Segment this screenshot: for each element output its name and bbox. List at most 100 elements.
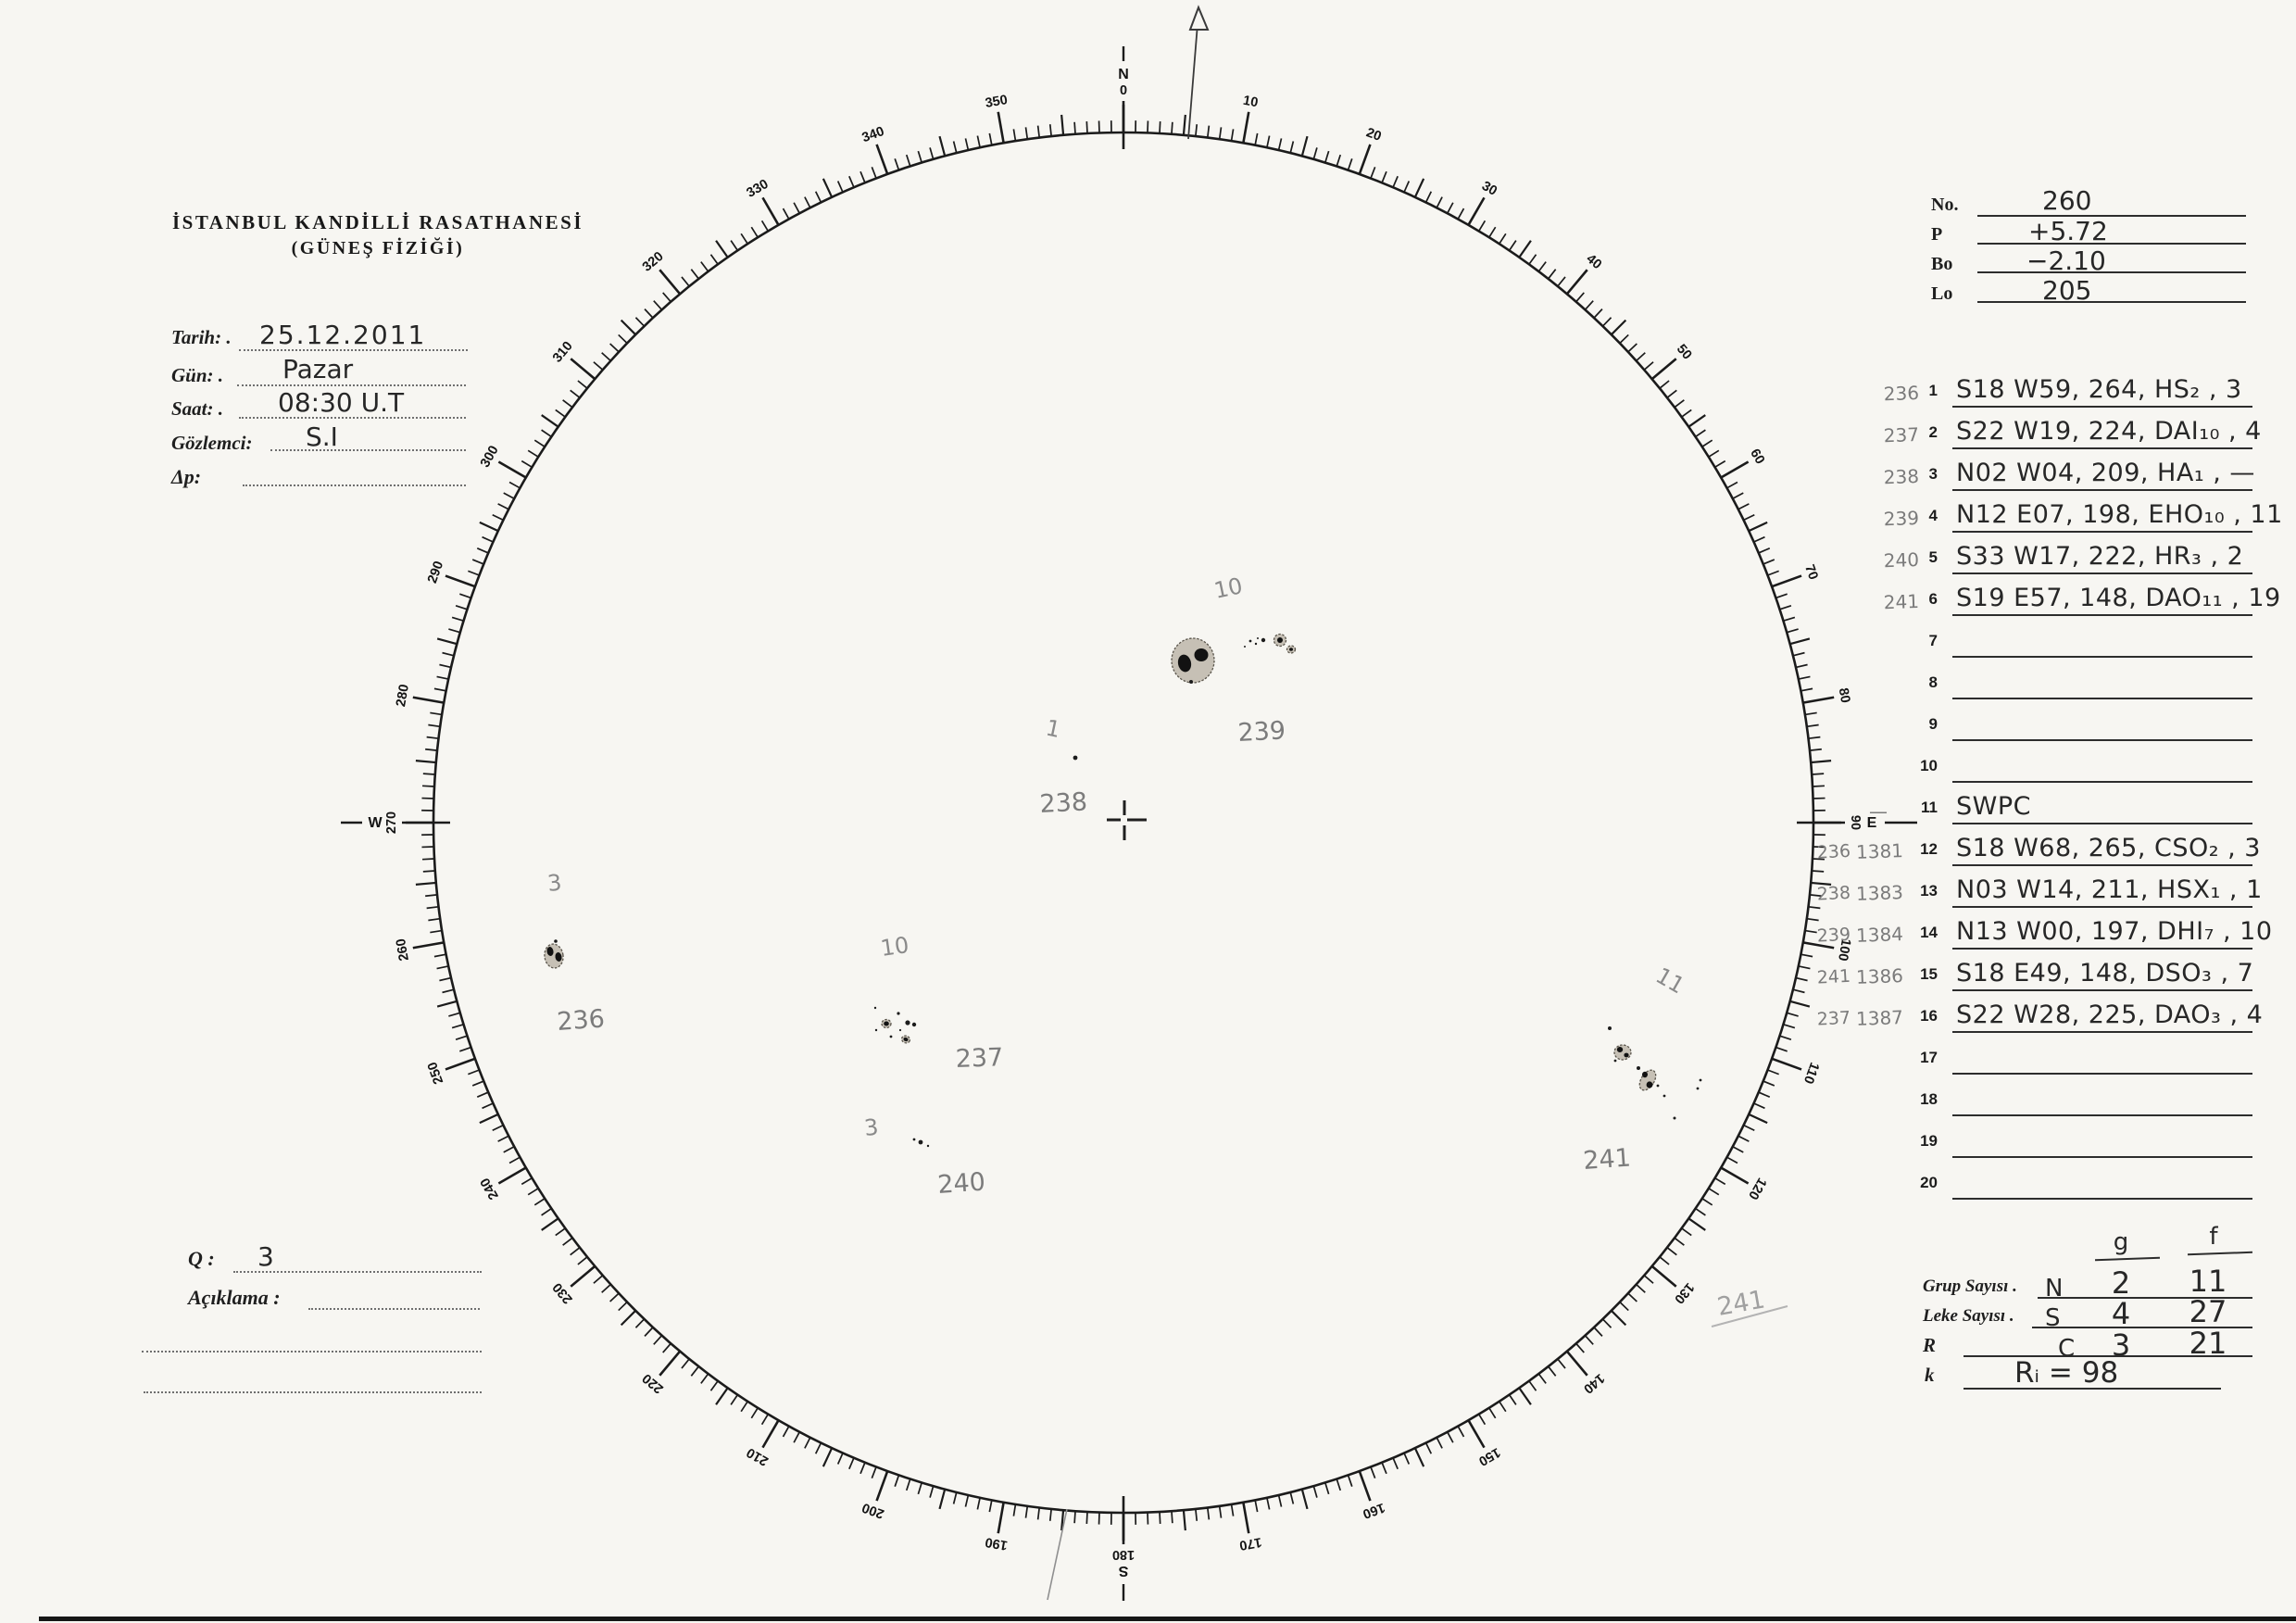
entry-row-number: 11 bbox=[1921, 799, 1938, 816]
degree-tick bbox=[468, 570, 480, 576]
degree-tick bbox=[455, 604, 468, 610]
degree-tick bbox=[1808, 905, 1821, 910]
entry-row-line bbox=[1952, 948, 2252, 950]
degree-tick bbox=[1743, 1124, 1755, 1132]
summary-k-formula: Rᵢ = 98 bbox=[2014, 1356, 2119, 1390]
entry-row-line bbox=[1952, 447, 2252, 449]
degree-tick bbox=[822, 178, 834, 198]
entry-row-number: 14 bbox=[1920, 924, 1938, 941]
degree-tick bbox=[905, 154, 911, 167]
stray-pencil-underline bbox=[1711, 1305, 1788, 1327]
degree-tick bbox=[1611, 1310, 1627, 1327]
degree-tick bbox=[730, 240, 739, 251]
entry-row-line bbox=[1952, 864, 2252, 866]
degree-tick bbox=[836, 181, 844, 193]
degree-tick bbox=[1732, 492, 1744, 499]
group-spot-count: 3 bbox=[546, 870, 563, 897]
degree-tick bbox=[1242, 1502, 1250, 1534]
entry-row-line bbox=[1952, 739, 2252, 741]
entry-row-number: 4 bbox=[1928, 507, 1938, 524]
sunspot-umbra bbox=[1277, 637, 1283, 643]
observatory-title: İSTANBUL KANDİLLİ RASATHANESİ bbox=[172, 211, 583, 233]
degree-tick bbox=[451, 616, 464, 622]
degree-tick bbox=[1381, 1462, 1387, 1475]
degree-label: 290 bbox=[425, 560, 446, 585]
sunspot-dot bbox=[1254, 642, 1258, 646]
degree-tick bbox=[1289, 1491, 1295, 1504]
degree-tick bbox=[1695, 429, 1706, 438]
degree-tick bbox=[448, 628, 461, 634]
degree-tick bbox=[1403, 1453, 1411, 1465]
degree-tick bbox=[964, 138, 970, 151]
note-line-1 bbox=[308, 1308, 480, 1310]
entry-row-number: 20 bbox=[1920, 1174, 1938, 1191]
degree-tick bbox=[609, 343, 620, 353]
degree-tick bbox=[1758, 547, 1771, 554]
degree-tick bbox=[1666, 1246, 1677, 1256]
degree-tick bbox=[570, 358, 596, 381]
summary-letter-n: N bbox=[2045, 1275, 2064, 1302]
degree-tick bbox=[1792, 988, 1805, 994]
degree-tick bbox=[1627, 343, 1637, 353]
degree-tick bbox=[412, 941, 445, 950]
degree-label: 90 bbox=[1848, 815, 1863, 830]
degree-label: 110 bbox=[1800, 1060, 1822, 1085]
entry-row-number: 10 bbox=[1920, 757, 1938, 774]
entry-row-line bbox=[1952, 906, 2252, 908]
degree-tick bbox=[1806, 917, 1819, 922]
degree-tick bbox=[1547, 1365, 1557, 1377]
degree-tick bbox=[715, 1387, 729, 1405]
degree-tick bbox=[503, 1146, 515, 1153]
field-label-gozlemci: Gözlemci: bbox=[171, 432, 253, 454]
cardinal-label: S bbox=[1118, 1563, 1128, 1579]
north-arrow-head bbox=[1188, 5, 1210, 31]
field-line-gozlemci bbox=[270, 449, 466, 451]
degree-tick bbox=[988, 132, 993, 145]
sunspot-umbra bbox=[555, 952, 562, 962]
degree-label: 120 bbox=[1745, 1176, 1769, 1202]
degree-tick bbox=[1024, 1505, 1029, 1518]
sunspot-umbra bbox=[1642, 1071, 1648, 1078]
degree-tick bbox=[1720, 1166, 1750, 1185]
eph-value-lo: 205 bbox=[2042, 275, 2092, 306]
degree-tick bbox=[761, 196, 780, 226]
degree-tick bbox=[1499, 1401, 1507, 1413]
degree-tick bbox=[1171, 121, 1173, 134]
note-line-2 bbox=[142, 1351, 482, 1352]
degree-tick bbox=[421, 858, 435, 861]
degree-tick bbox=[593, 1275, 604, 1284]
degree-tick bbox=[1312, 1485, 1318, 1498]
summary-line-grup bbox=[2038, 1297, 2252, 1299]
degree-tick bbox=[730, 1394, 739, 1405]
degree-tick bbox=[570, 1246, 581, 1256]
degree-label: 280 bbox=[394, 684, 412, 709]
degree-label: 200 bbox=[860, 1500, 886, 1521]
degree-tick bbox=[938, 135, 947, 157]
entry-row-line bbox=[1952, 572, 2252, 574]
entry-row-number: 1 bbox=[1928, 382, 1938, 399]
entry-row-pencil-swpc-number: 1386 bbox=[1855, 964, 1904, 988]
degree-tick bbox=[1786, 1012, 1799, 1017]
degree-label: 60 bbox=[1747, 447, 1767, 467]
degree-tick bbox=[1206, 1507, 1211, 1520]
eph-line-no bbox=[1977, 215, 2246, 217]
degree-tick bbox=[1518, 240, 1532, 258]
degree-tick bbox=[508, 1156, 521, 1164]
degree-tick bbox=[448, 1012, 461, 1017]
degree-tick bbox=[875, 144, 889, 175]
degree-tick bbox=[527, 1188, 539, 1196]
degree-tick bbox=[555, 409, 566, 418]
degree-tick bbox=[1171, 1511, 1173, 1524]
degree-tick bbox=[1324, 150, 1330, 163]
degree-tick bbox=[1812, 870, 1825, 873]
degree-tick bbox=[1447, 202, 1454, 214]
degree-tick bbox=[1048, 124, 1052, 137]
sunspot-penumbra bbox=[1613, 1044, 1632, 1061]
degree-tick bbox=[690, 269, 700, 280]
degree-tick bbox=[527, 449, 539, 458]
degree-tick bbox=[1806, 723, 1819, 728]
degree-tick bbox=[814, 191, 822, 203]
entry-row-line bbox=[1952, 489, 2252, 491]
degree-label: 340 bbox=[860, 124, 886, 145]
sunspot-penumbra bbox=[1171, 637, 1215, 684]
